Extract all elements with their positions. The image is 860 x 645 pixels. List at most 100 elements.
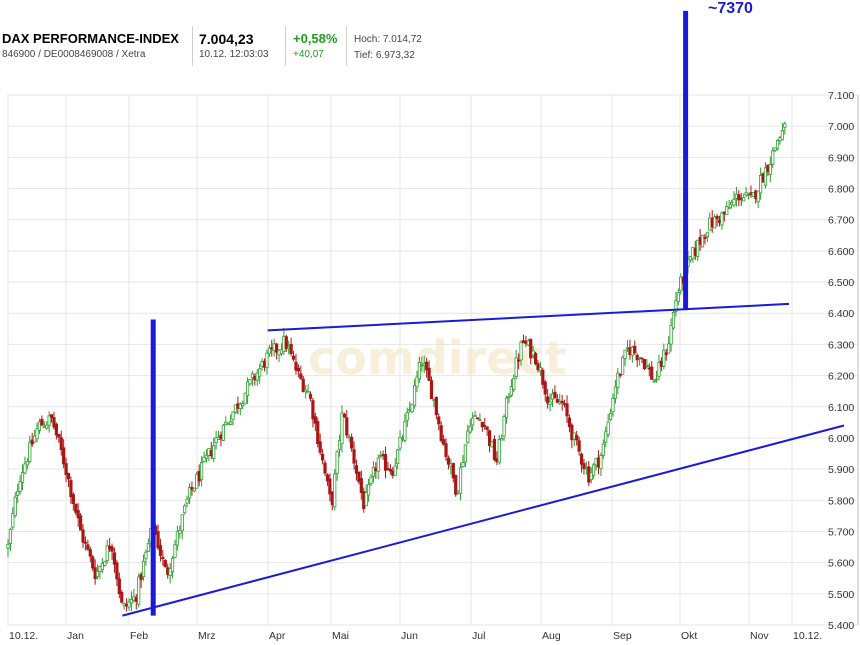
candle-body bbox=[509, 386, 513, 396]
candle-body bbox=[139, 574, 143, 581]
candle-body bbox=[296, 367, 301, 372]
candle-body bbox=[454, 474, 458, 495]
candle-body bbox=[178, 529, 182, 535]
candle-body bbox=[221, 424, 225, 441]
candle-body bbox=[267, 347, 271, 354]
candle-body bbox=[325, 474, 330, 482]
candle-body bbox=[487, 430, 492, 446]
candle-body bbox=[187, 487, 192, 499]
candle-body bbox=[74, 503, 78, 513]
candle-body bbox=[185, 498, 189, 504]
y-tick-label: 6.900 bbox=[828, 152, 854, 164]
candle-body bbox=[560, 400, 564, 403]
candle-body bbox=[662, 349, 666, 367]
candle-body bbox=[541, 369, 545, 385]
candle-body bbox=[548, 401, 552, 405]
candle-body bbox=[318, 441, 322, 453]
candle-body bbox=[275, 343, 279, 353]
candle-body bbox=[657, 362, 661, 377]
candle-body bbox=[746, 193, 751, 196]
candle-body bbox=[110, 546, 114, 552]
candle-body bbox=[613, 386, 618, 399]
candle-body bbox=[567, 417, 572, 428]
candle-body bbox=[468, 425, 472, 433]
index-name: DAX PERFORMANCE-INDEX bbox=[2, 31, 179, 46]
candle-body bbox=[773, 147, 777, 151]
candle-body bbox=[756, 190, 760, 203]
candle-body bbox=[6, 544, 10, 549]
candle-body bbox=[357, 471, 361, 482]
candle-body bbox=[783, 123, 787, 128]
candle-body bbox=[504, 397, 509, 418]
candle-body bbox=[775, 139, 780, 150]
candle-body bbox=[654, 378, 659, 381]
y-tick-label: 6.000 bbox=[828, 433, 854, 445]
candle-body bbox=[54, 423, 59, 436]
candle-body bbox=[742, 197, 746, 202]
candle-body bbox=[95, 571, 100, 577]
candle-body bbox=[103, 561, 107, 567]
y-tick-label: 5.500 bbox=[828, 589, 854, 601]
candle-body bbox=[183, 505, 187, 514]
candle-body bbox=[732, 198, 736, 206]
x-tick-label: Okt bbox=[681, 630, 697, 642]
y-tick-label: 6.500 bbox=[828, 277, 854, 289]
candle-body bbox=[618, 373, 622, 376]
last-price: 7.004,23 bbox=[199, 31, 254, 47]
candle-body bbox=[441, 439, 446, 445]
candle-body bbox=[265, 352, 269, 368]
candle-body bbox=[543, 381, 547, 395]
candle-body bbox=[66, 472, 71, 480]
candle-body bbox=[354, 465, 359, 474]
candle-body bbox=[623, 349, 627, 359]
change-cell: +0,58% +40,07 bbox=[288, 26, 347, 66]
candle-body bbox=[676, 292, 680, 303]
candle-body bbox=[306, 391, 310, 394]
candle-body bbox=[379, 455, 383, 458]
candle-body bbox=[49, 414, 54, 419]
candle-body bbox=[538, 367, 543, 372]
candle-body bbox=[243, 392, 247, 405]
x-tick-label: Jan bbox=[67, 630, 84, 642]
candle-body bbox=[463, 444, 467, 463]
candle-body bbox=[289, 343, 293, 355]
x-tick-label: Feb bbox=[130, 630, 148, 642]
candle-body bbox=[700, 234, 705, 248]
price-cell: 7.004,23 10.12. 12:03:03 bbox=[195, 26, 286, 66]
instrument-header: DAX PERFORMANCE-INDEX 846900 / DE0008469… bbox=[0, 0, 860, 68]
candle-body bbox=[299, 373, 303, 379]
candle-body bbox=[529, 338, 533, 359]
candle-body bbox=[514, 357, 518, 377]
candle-body bbox=[284, 336, 288, 349]
x-tick-label: Mai bbox=[332, 630, 349, 642]
candle-body bbox=[466, 430, 470, 444]
candle-body bbox=[245, 381, 250, 397]
candle-body bbox=[601, 443, 605, 456]
candle-body bbox=[311, 400, 315, 420]
candle-body bbox=[120, 591, 124, 603]
y-axis: 5.400 5.500 5.600 5.700 5.800 5.900 6.000 6.100… bbox=[828, 90, 854, 632]
candle-body bbox=[345, 417, 349, 436]
annotation-label: ~7370 bbox=[708, 0, 753, 17]
x-axis: 10.12. Jan Feb Mrz Apr Mai Jun Jul Aug Sep Okt Nov 1… bbox=[9, 630, 822, 642]
candle-body bbox=[536, 363, 540, 370]
candle-body bbox=[604, 431, 608, 443]
candle-body bbox=[405, 412, 409, 421]
candle-body bbox=[214, 437, 218, 444]
candle-body bbox=[575, 435, 579, 441]
candle-body bbox=[25, 461, 29, 466]
candle-body bbox=[13, 496, 17, 516]
candle-body bbox=[328, 478, 332, 495]
candle-body bbox=[20, 472, 25, 483]
candle-body bbox=[115, 562, 119, 580]
grid bbox=[7, 94, 858, 626]
candle-body bbox=[376, 457, 380, 472]
candle-body bbox=[555, 399, 559, 403]
candle-body bbox=[720, 212, 724, 226]
candle-body bbox=[737, 194, 741, 201]
candle-body bbox=[763, 167, 768, 186]
candle-body bbox=[744, 192, 748, 196]
candle-body bbox=[158, 545, 163, 556]
x-tick-label: Jun bbox=[401, 630, 418, 642]
x-tick-label: Apr bbox=[269, 630, 286, 642]
